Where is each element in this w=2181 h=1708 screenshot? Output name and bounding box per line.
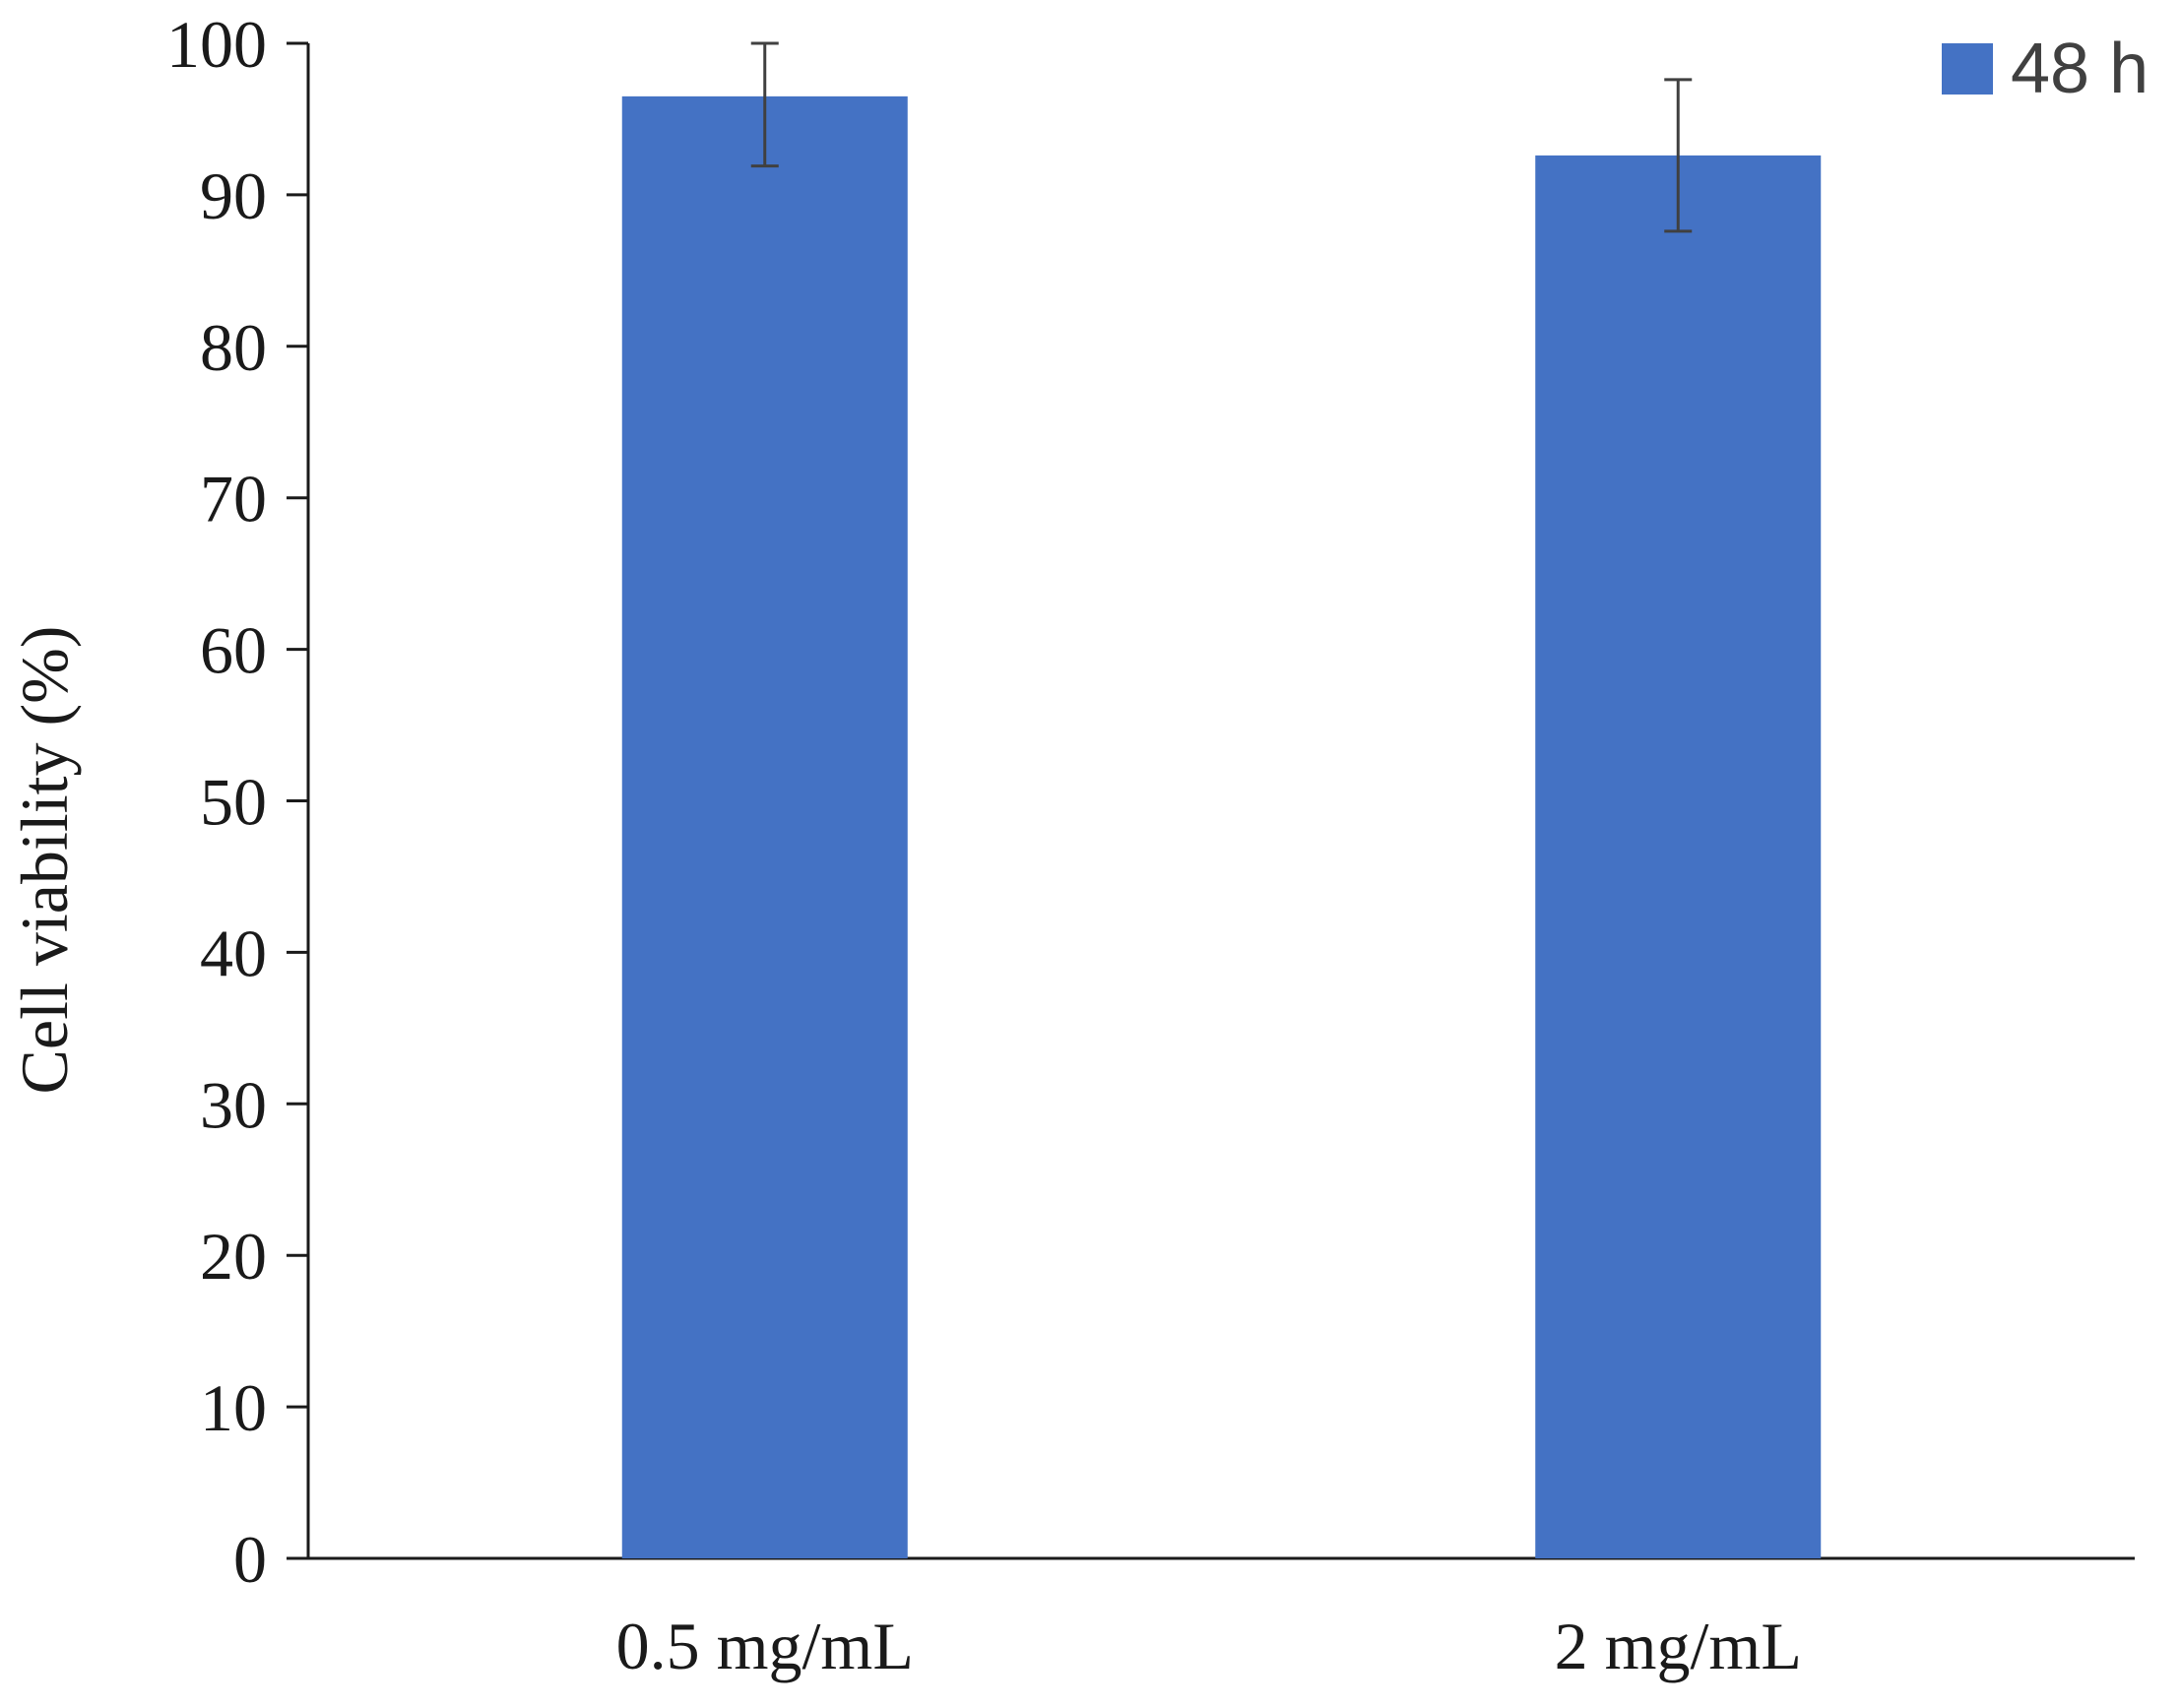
- legend: 48 h: [1942, 30, 2149, 108]
- y-axis-title: Cell viability (%): [7, 626, 82, 1095]
- x-category-label: 2 mg/mL: [1555, 1609, 1802, 1683]
- y-axis: 0 10 20 30 40 50 60 70 80 90 100: [166, 7, 310, 1597]
- y-tick-label: 70: [200, 462, 267, 537]
- x-axis: 0.5 mg/mL 2 mg/mL: [287, 1556, 2135, 1683]
- legend-label: 48 h: [2011, 30, 2149, 108]
- bar-2: [1535, 155, 1822, 1559]
- y-tick-label: 30: [200, 1067, 267, 1142]
- y-tick-label: 0: [233, 1522, 267, 1597]
- y-tick-label: 20: [200, 1219, 267, 1294]
- y-tick-label: 80: [200, 310, 267, 385]
- error-bars: [750, 41, 1693, 233]
- legend-swatch: [1942, 43, 1993, 95]
- y-tick-label: 90: [200, 158, 267, 233]
- x-category-label: 0.5 mg/mL: [616, 1609, 914, 1683]
- y-tick-label: 10: [200, 1370, 267, 1445]
- bar-series: [621, 95, 1822, 1559]
- y-tick-label: 100: [166, 7, 267, 82]
- bar-1: [621, 95, 908, 1559]
- y-tick-label: 50: [200, 765, 267, 840]
- y-tick-label: 40: [200, 916, 267, 990]
- y-tick-label: 60: [200, 613, 267, 688]
